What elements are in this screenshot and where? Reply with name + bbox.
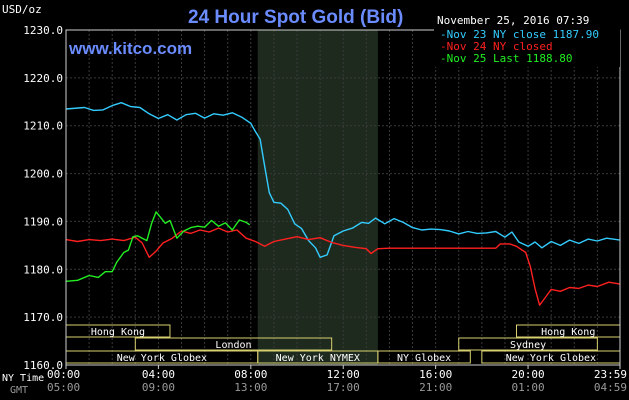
x-tick-label-gmt: 09:00 <box>142 381 175 394</box>
legend-entry: -Nov 23 NY close 1187.90 <box>440 28 599 41</box>
gmt-label: GMT <box>10 385 28 396</box>
session-label: New York Globex <box>117 353 207 364</box>
session-label: Sydney <box>510 340 546 351</box>
x-tick-label-ny: 00:00 <box>47 368 80 381</box>
x-tick-label-gmt: 21:00 <box>419 381 452 394</box>
y-tick-label: 1190.0 <box>23 215 63 228</box>
session-label: Hong Kong <box>91 327 145 338</box>
price-series <box>65 102 621 306</box>
y-tick-label: 1210.0 <box>23 120 63 133</box>
unit-label: USD/oz <box>2 3 42 16</box>
session-label: Hong Kong <box>541 327 595 338</box>
x-tick-label-gmt: 01:00 <box>511 381 544 394</box>
legend-box <box>434 27 620 67</box>
x-tick-label-ny: 23:59 <box>594 368 627 381</box>
y-tick-label: 1220.0 <box>23 72 63 85</box>
x-tick-label-gmt: 05:00 <box>47 381 80 394</box>
x-tick-label-ny: 20:00 <box>511 368 544 381</box>
session-label: London <box>215 340 251 351</box>
ny-time-label: NY Time <box>2 373 44 384</box>
session-box <box>134 337 333 351</box>
chart-title: 24 Hour Spot Gold (Bid) <box>188 7 403 28</box>
x-tick-label-ny: 12:00 <box>327 368 360 381</box>
y-axis-ticks: 1160.0 1170.0 1180.0 1190.0 1200.0 1210.0 1220… <box>23 24 63 372</box>
session-box <box>377 350 471 364</box>
session-box <box>458 337 598 351</box>
y-tick-label: 1180.0 <box>23 263 63 276</box>
x-tick-label-gmt: 13:00 <box>234 381 267 394</box>
x-tick-label-gmt: 17:00 <box>327 381 360 394</box>
trading-sessions: Hong Kong Hong Kong London Sydney New York G… <box>65 324 621 364</box>
session-label: New York NYMEX <box>276 353 360 364</box>
watermark: www.kitco.com <box>68 39 192 58</box>
legend-entry: -Nov 24 NY closed <box>440 40 553 53</box>
y-tick-label: 1160.0 <box>23 359 63 372</box>
session-label: New York Globex <box>506 353 596 364</box>
x-tick-label-ny: 08:00 <box>234 368 267 381</box>
timestamp: November 25, 2016 07:39 <box>437 14 589 27</box>
series-line <box>65 211 251 282</box>
session-label: NY Globex <box>397 353 451 364</box>
series-line <box>65 227 621 306</box>
x-tick-label-ny: 16:00 <box>419 368 452 381</box>
y-tick-label: 1200.0 <box>23 168 63 181</box>
x-tick-label-gmt: 04:59 <box>594 381 627 394</box>
x-tick-label-ny: 04:00 <box>142 368 175 381</box>
legend: -Nov 23 NY close 1187.90-Nov 24 NY close… <box>434 27 620 67</box>
y-tick-label: 1170.0 <box>23 311 63 324</box>
series-line <box>65 102 621 258</box>
y-tick-label: 1230.0 <box>23 24 63 37</box>
legend-entry: -Nov 25 Last 1188.80 <box>440 52 572 65</box>
shaded-session-band <box>257 30 378 365</box>
